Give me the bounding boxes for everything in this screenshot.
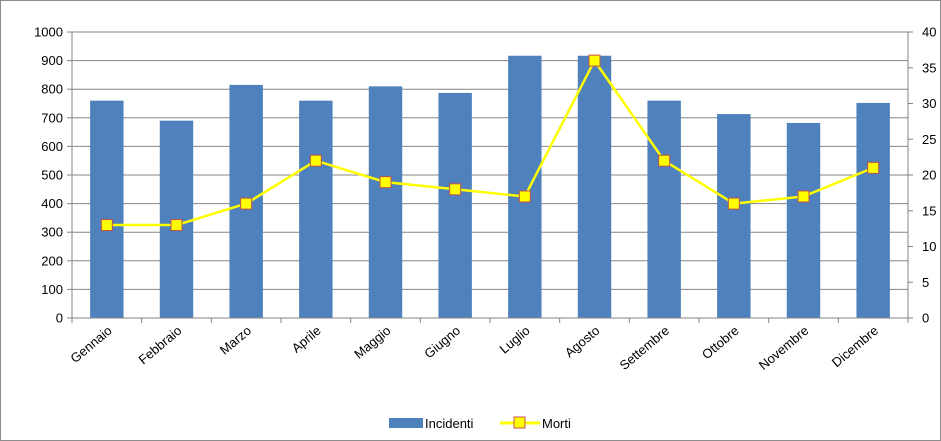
- gridlines: [72, 31, 908, 290]
- y-left-tick-label: 900: [41, 53, 63, 68]
- y-right-tick-label: 20: [922, 168, 936, 183]
- x-tick-label: Febbraio: [135, 323, 184, 367]
- y-left-tick-label: 800: [41, 82, 63, 97]
- x-tick-label: Ottobre: [699, 323, 742, 362]
- bar-incidenti: [717, 114, 751, 318]
- bar-incidenti: [438, 92, 472, 318]
- bar-incidenti: [577, 55, 612, 318]
- y-right-tick-label: 10: [922, 239, 936, 254]
- y-right-tick-label: 30: [922, 96, 936, 111]
- x-tick-label: Maggio: [351, 323, 393, 362]
- y-left-tick-label: 700: [41, 110, 63, 125]
- x-tick-label: Novembre: [756, 323, 812, 373]
- y-right-tick-label: 40: [922, 25, 936, 40]
- marker-morti: [867, 161, 880, 174]
- marker-morti: [170, 219, 183, 232]
- y-right-tick-label: 15: [922, 203, 936, 218]
- y-right-tick-label: 35: [922, 60, 936, 75]
- bar-incidenti: [90, 100, 124, 318]
- marker-morti: [658, 154, 671, 167]
- bar-incidenti: [856, 102, 890, 318]
- y-right-tick-label: 0: [922, 311, 929, 326]
- x-tick-label: Marzo: [217, 323, 254, 358]
- y-right-tick-label: 5: [922, 275, 929, 290]
- legend: Incidenti Morti: [389, 416, 571, 431]
- y-left-tick-label: 0: [56, 311, 63, 326]
- bar-incidenti: [786, 122, 821, 318]
- y-left-tick-label: 500: [41, 168, 63, 183]
- x-tick-label: Luglio: [497, 323, 533, 357]
- bar-series-layer: [90, 55, 890, 318]
- x-tick-label: Gennaio: [67, 323, 114, 366]
- marker-morti: [449, 183, 462, 196]
- marker-morti: [309, 154, 322, 167]
- legend-label-incidenti: Incidenti: [425, 416, 474, 431]
- y-left-tick-label: 300: [41, 225, 63, 240]
- x-tick-label: Agosto: [562, 323, 603, 361]
- x-tick-label: Dicembre: [829, 323, 881, 370]
- marker-morti: [588, 54, 601, 67]
- legend-swatch-incidenti: [389, 418, 423, 428]
- marker-morti: [100, 219, 113, 232]
- line-morti: [106, 59, 874, 227]
- y-left-tick-label: 600: [41, 139, 63, 154]
- y-left-tick-label: 1000: [34, 25, 63, 40]
- bar-incidenti: [508, 55, 542, 318]
- x-tick-label: Aprile: [289, 323, 324, 356]
- marker-morti: [518, 190, 531, 203]
- y-right-tick-label: 25: [922, 132, 936, 147]
- y-left-tick-label: 200: [41, 253, 63, 268]
- bar-incidenti: [368, 86, 403, 318]
- axes: [67, 31, 913, 323]
- x-tick-label: Settembre: [617, 323, 673, 373]
- y-left-tick-label: 400: [41, 196, 63, 211]
- marker-morti: [727, 197, 740, 210]
- legend-marker-morti: [513, 416, 526, 429]
- marker-morti: [379, 176, 392, 189]
- x-tick-label: Giugno: [421, 323, 463, 361]
- marker-morti: [240, 197, 253, 210]
- marker-morti: [797, 190, 810, 203]
- bar-incidenti: [299, 100, 333, 318]
- legend-label-morti: Morti: [542, 416, 571, 431]
- line-series-layer: [100, 54, 880, 232]
- bar-incidenti: [647, 100, 681, 318]
- y-left-tick-label: 100: [41, 282, 63, 297]
